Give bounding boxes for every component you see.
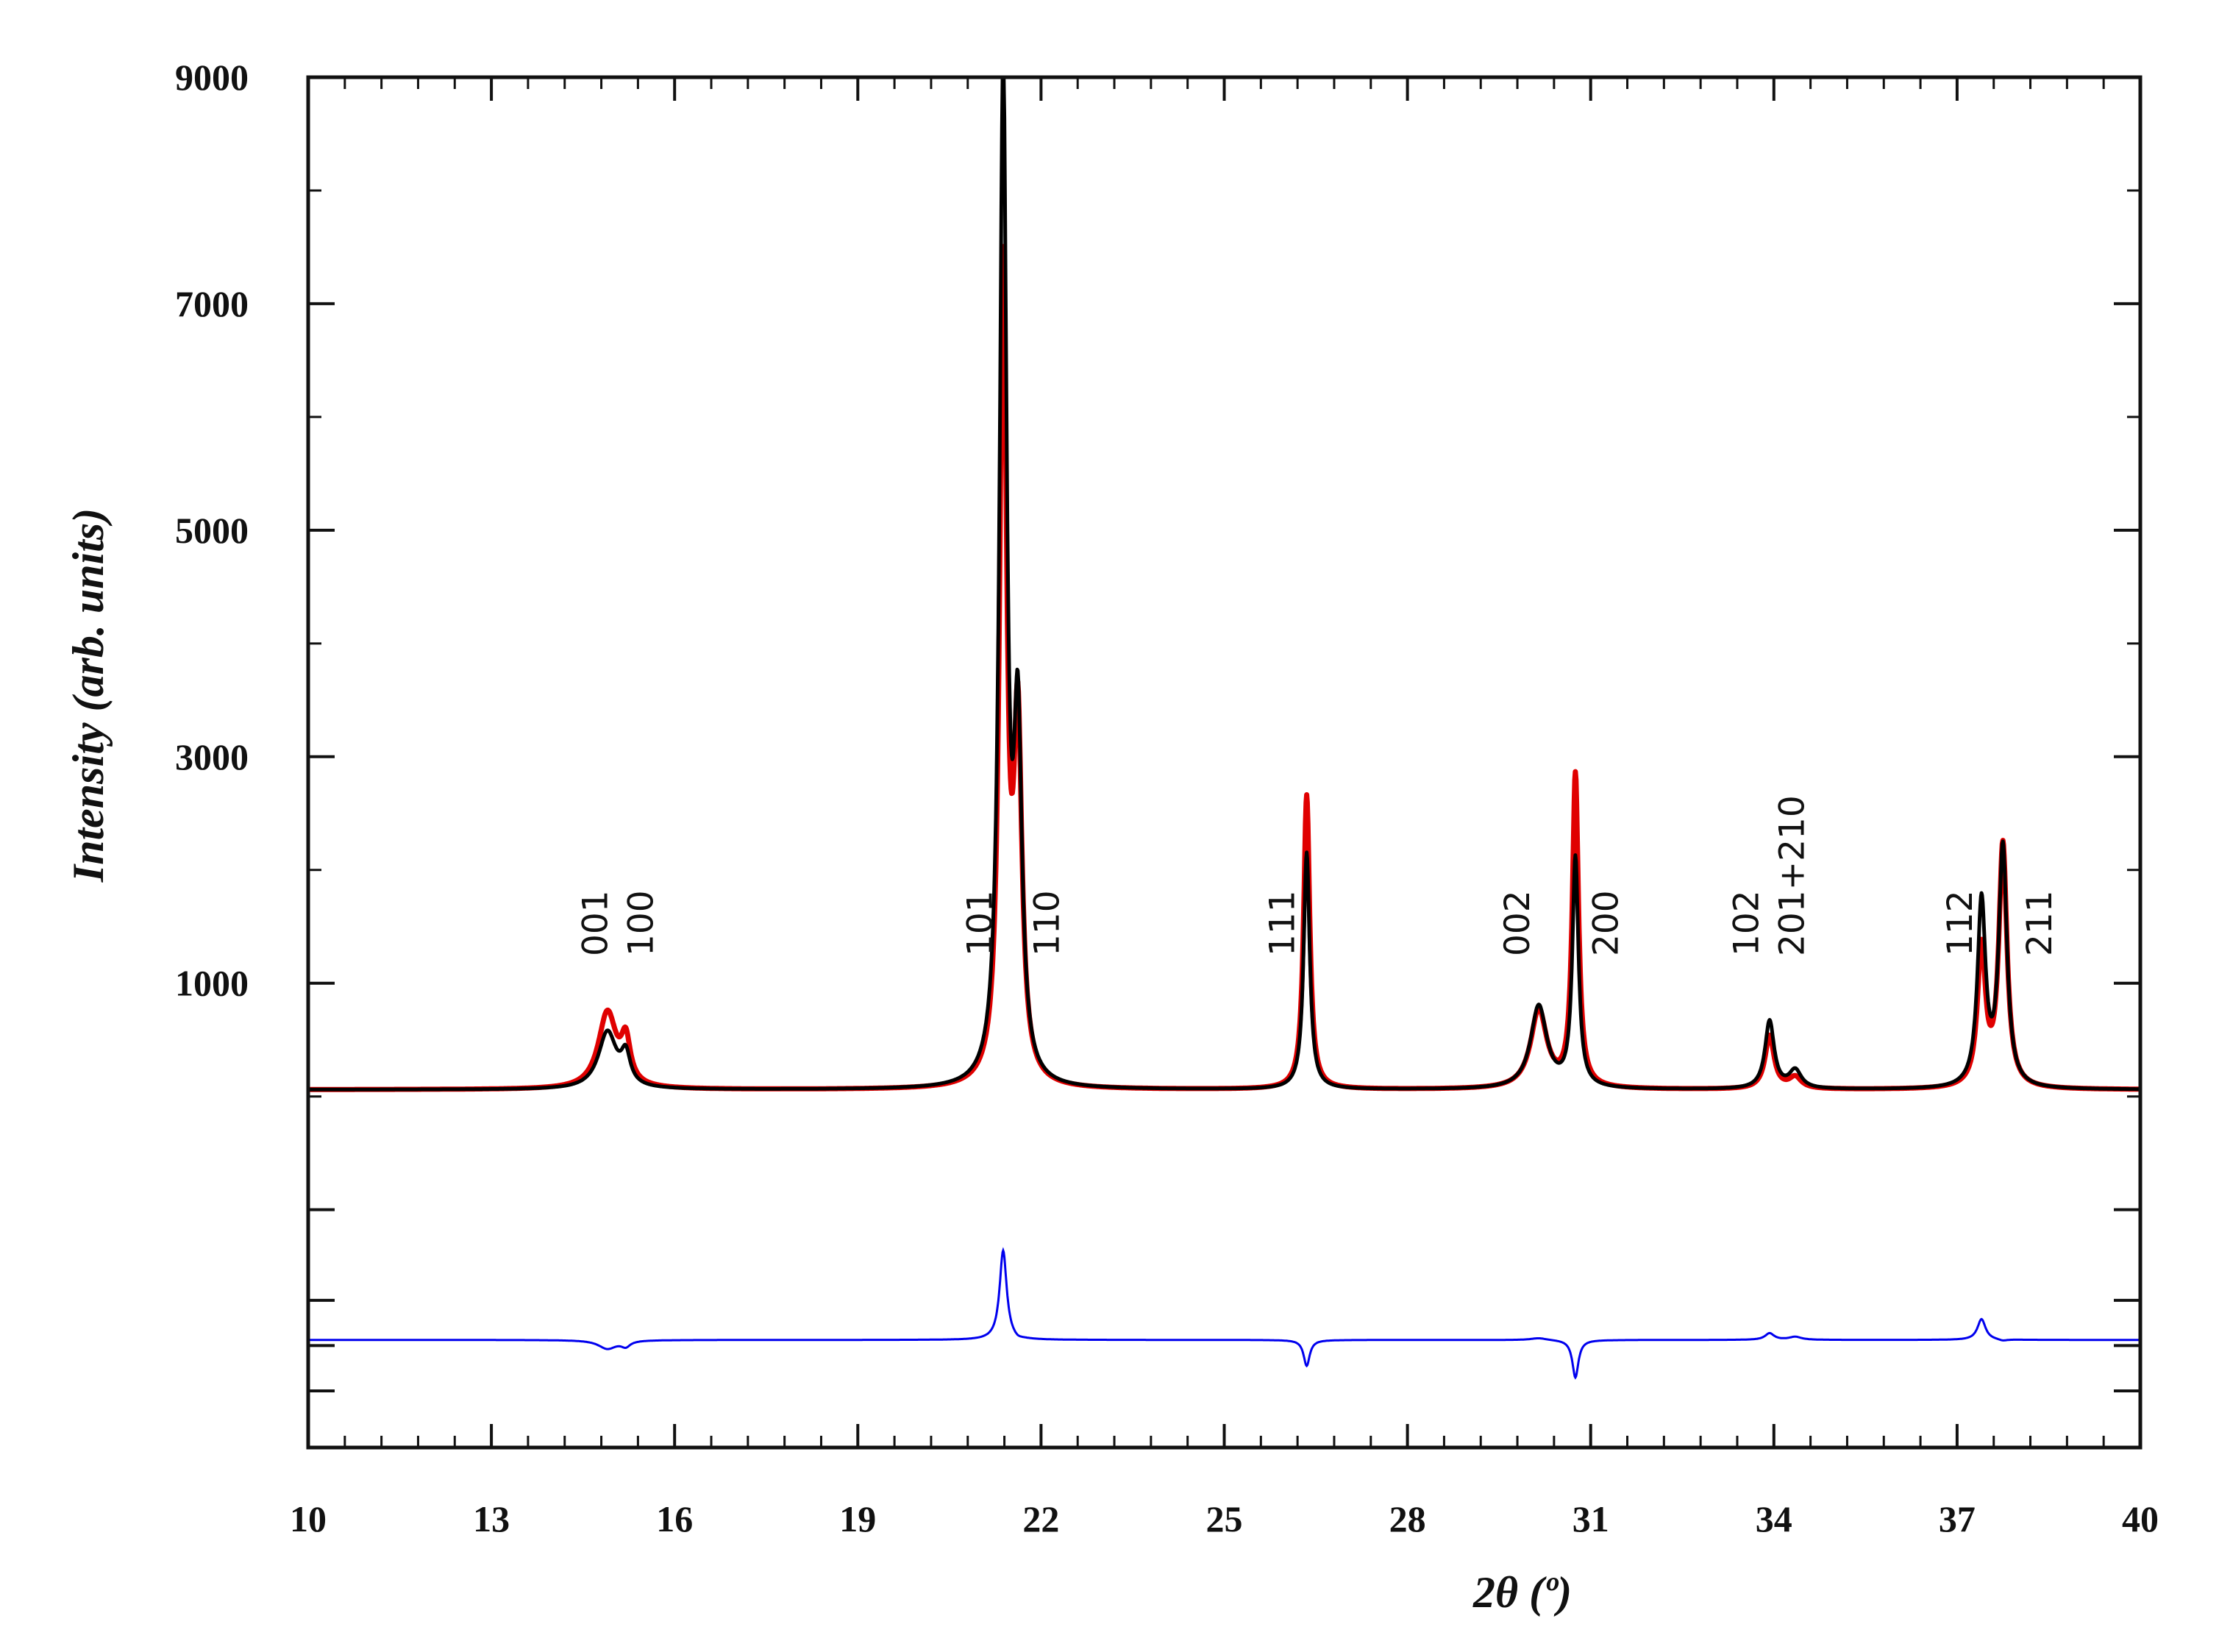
- labels-layer: 10 13 16 19 22 25 28 31 34 37 40 1000 3000 5000 7000 90…: [175, 57, 2159, 1539]
- reflection-label: 201+210: [1773, 795, 1813, 956]
- x-tick-label: 10: [290, 1498, 327, 1539]
- x-tick-label: 37: [1939, 1498, 1976, 1539]
- reflection-label: 112: [1940, 890, 1981, 956]
- y-tick-label: 1000: [175, 963, 249, 1004]
- x-tick-label: 22: [1022, 1498, 1059, 1539]
- reflection-label: 101: [960, 890, 1000, 956]
- reflection-label: 100: [621, 890, 662, 956]
- reflection-label: 002: [1497, 890, 1538, 956]
- x-tick-label: 28: [1389, 1498, 1426, 1539]
- y-tick-label: 9000: [175, 57, 249, 98]
- series-layer: [306, 75, 2143, 1380]
- y-tick-label: 3000: [175, 736, 249, 777]
- reflection-label: 102: [1726, 890, 1767, 956]
- x-tick-label: 25: [1206, 1498, 1243, 1539]
- x-tick-label: 34: [1756, 1498, 1792, 1539]
- reflection-label: 211: [2020, 890, 2060, 956]
- y-tick-label: 7000: [175, 283, 249, 324]
- y-tick-label: 5000: [175, 510, 249, 551]
- x-axis-title: 2θ (º): [1472, 1568, 1572, 1617]
- x-tick-label: 19: [839, 1498, 876, 1539]
- difference-curve-line: [308, 1247, 2140, 1380]
- reflection-label: 200: [1586, 890, 1627, 956]
- x-tick-label: 40: [2122, 1498, 2159, 1539]
- y-axis-title: Intensity (arb. units): [64, 508, 113, 883]
- x-tick-label: 31: [1572, 1498, 1609, 1539]
- reflection-label: 001: [575, 890, 616, 956]
- x-tick-label: 16: [656, 1498, 693, 1539]
- plot-frame: [306, 75, 2143, 1450]
- observed-pattern-line: [307, 75, 2142, 1092]
- x-tick-label: 13: [473, 1498, 510, 1539]
- reflection-label: 111: [1262, 890, 1303, 956]
- reflection-label: 110: [1027, 890, 1068, 956]
